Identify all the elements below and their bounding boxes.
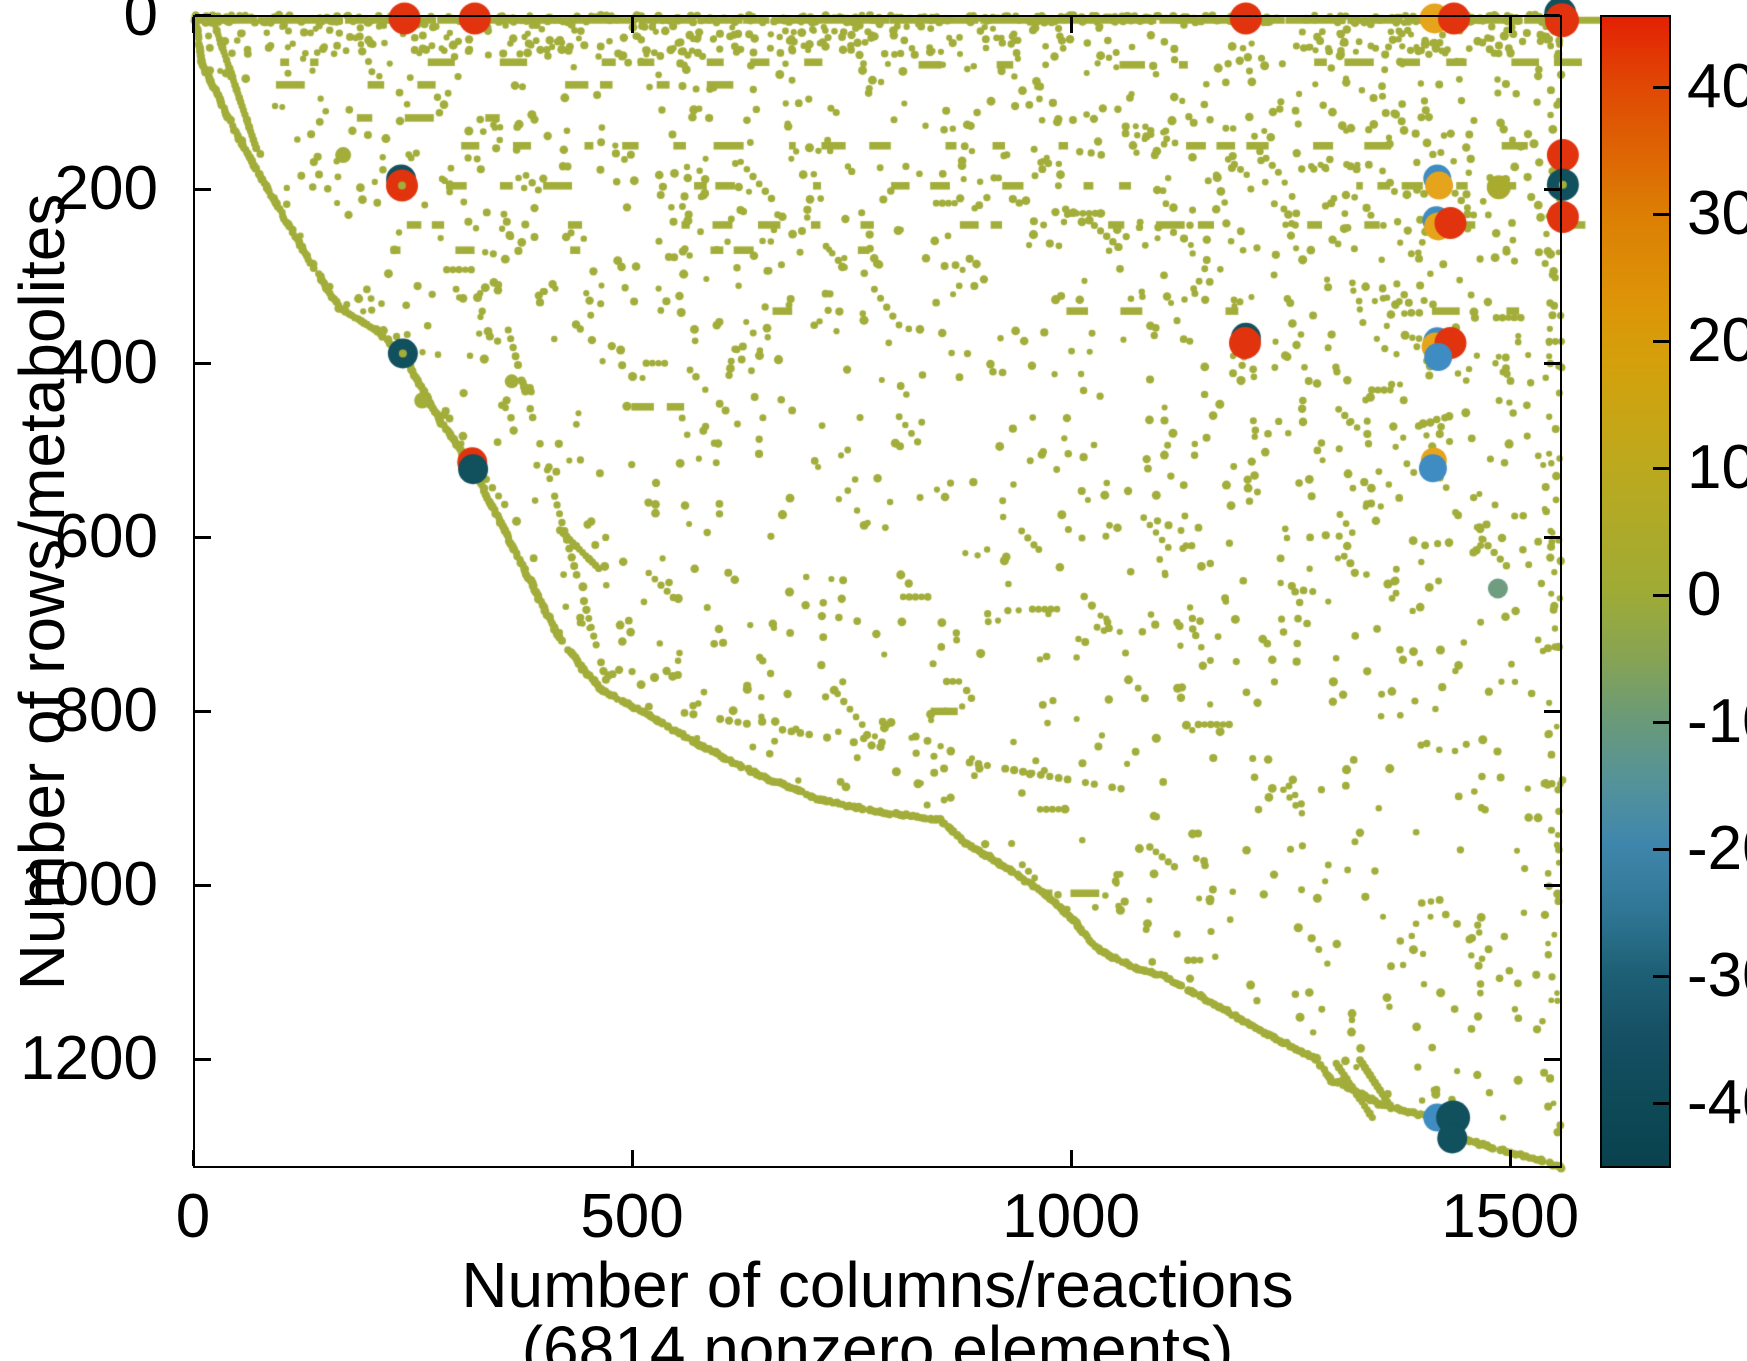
colorbar-tick-label: -30	[1687, 941, 1747, 1011]
colorbar-tick-label: -20	[1687, 814, 1747, 884]
colorbar-tick-label: -40	[1687, 1068, 1747, 1138]
x-tick	[1508, 1150, 1512, 1166]
colorbar-tick-label: 20	[1687, 306, 1747, 376]
y-tick-label: 0	[123, 0, 158, 49]
y-tick-label: 1000	[20, 850, 158, 920]
y-tick-right	[1544, 883, 1560, 887]
x-tick-top	[630, 17, 634, 33]
x-tick-label: 500	[580, 1182, 684, 1251]
x-tick-top	[191, 17, 195, 33]
colorbar-tick	[1653, 339, 1669, 343]
x-tick-top	[1508, 17, 1512, 33]
plot-axes-box	[193, 15, 1562, 1168]
y-tick-right	[1544, 1057, 1560, 1061]
colorbar-tick	[1653, 466, 1669, 470]
y-tick-right	[1544, 535, 1560, 539]
colorbar-tick-label: -10	[1687, 687, 1747, 757]
y-tick-right	[1544, 187, 1560, 191]
colorbar-tick	[1653, 212, 1669, 216]
y-tick	[195, 535, 211, 539]
y-tick-label: 200	[54, 154, 158, 224]
colorbar-tick	[1653, 847, 1669, 851]
colorbar-tick	[1653, 1101, 1669, 1105]
x-tick-label: 1000	[1002, 1182, 1141, 1251]
colorbar-tick-label: 10	[1687, 433, 1747, 503]
x-tick	[191, 1150, 195, 1166]
y-tick-label: 600	[54, 502, 158, 572]
colorbar-tick	[1653, 720, 1669, 724]
x-tick-top	[1069, 17, 1073, 33]
y-tick	[195, 883, 211, 887]
x-axis-label: Number of columns/reactions	[461, 1249, 1294, 1321]
y-tick-label: 800	[54, 676, 158, 746]
y-axis-label: Number of rows/metabolites	[6, 193, 78, 990]
y-tick	[195, 1057, 211, 1061]
y-tick	[195, 361, 211, 365]
y-tick	[195, 13, 211, 17]
x-axis-sublabel: (6814 nonzero elements)	[521, 1313, 1234, 1361]
x-tick	[630, 1150, 634, 1166]
colorbar-tick-label: 0	[1687, 560, 1722, 630]
y-tick	[195, 709, 211, 713]
colorbar-tick	[1653, 85, 1669, 89]
colorbar-tick	[1653, 974, 1669, 978]
y-tick-label: 1200	[20, 1024, 158, 1094]
colorbar-tick-label: 40	[1687, 52, 1747, 122]
y-tick	[195, 187, 211, 191]
y-tick-right	[1544, 13, 1560, 17]
colorbar-tick-label: 30	[1687, 179, 1747, 249]
x-tick-label: 0	[175, 1182, 211, 1251]
colorbar-tick	[1653, 593, 1669, 597]
y-tick-right	[1544, 709, 1560, 713]
y-tick-label: 400	[54, 328, 158, 398]
y-tick-right	[1544, 361, 1560, 365]
x-tick	[1069, 1150, 1073, 1166]
x-tick-label: 1500	[1441, 1182, 1580, 1251]
colorbar	[1600, 15, 1671, 1168]
